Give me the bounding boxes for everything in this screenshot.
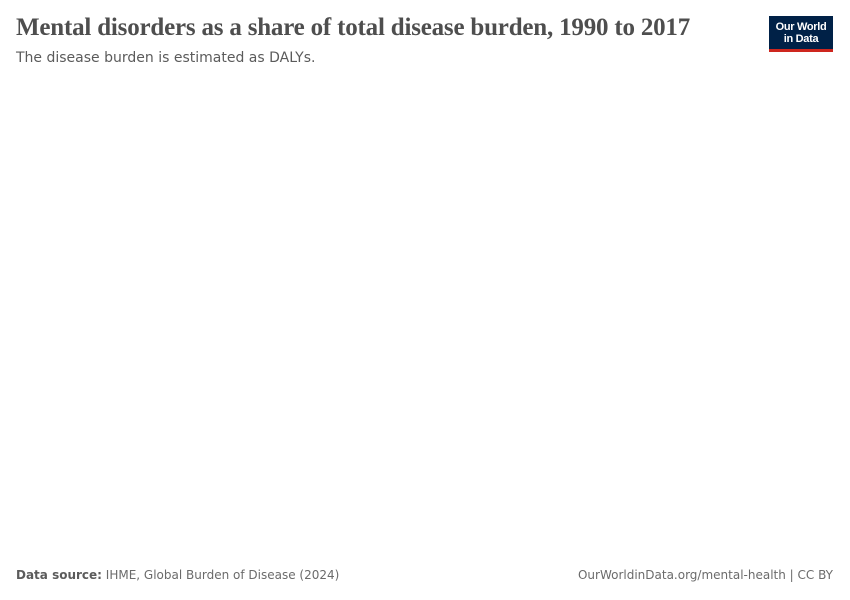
logo-line: in Data — [783, 33, 819, 45]
source-link[interactable]: OurWorldinData.org/mental-health | CC BY — [577, 568, 833, 582]
data-source: Data source: IHME, Global Burden of Dise… — [16, 568, 339, 582]
chart-subtitle: The disease burden is estimated as DALYs… — [16, 50, 316, 66]
chart-area — [16, 80, 834, 560]
chart-title: Mental disorders as a share of total dis… — [16, 14, 691, 41]
logo-line: Our World — [775, 21, 827, 33]
source-text: IHME, Global Burden of Disease (2024) — [105, 568, 340, 582]
logo[interactable]: Our World in Data — [769, 16, 833, 52]
source-label: Data source: — [16, 568, 102, 582]
